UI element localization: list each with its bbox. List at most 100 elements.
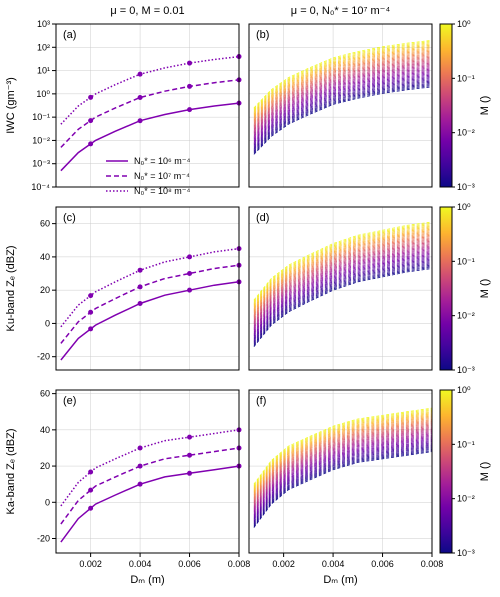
cbar-tick-label: 10⁻³ (457, 365, 475, 375)
series-marker (187, 471, 192, 476)
colorbar (440, 390, 452, 553)
m-curve (254, 241, 432, 319)
ytick-label: 10⁻³ (32, 159, 50, 169)
m-curve (254, 266, 432, 344)
m-curve (254, 257, 432, 335)
m-curve (254, 253, 432, 331)
series-marker (88, 118, 93, 123)
ytick-label: 10¹ (37, 66, 50, 76)
m-curve (254, 254, 432, 332)
ytick-label: 10³ (37, 19, 50, 29)
right-column-title: μ = 0, N₀* = 10⁷ m⁻⁴ (291, 5, 391, 17)
m-curve (254, 232, 432, 310)
ytick-label: -20 (37, 534, 50, 544)
ytick-label: -20 (37, 352, 50, 362)
panel-letter: (f) (256, 395, 266, 407)
m-curve (254, 261, 432, 339)
ytick-label: 60 (40, 219, 50, 229)
panel-letter: (e) (63, 395, 76, 407)
m-curve (254, 265, 432, 343)
xtick-label: 0.002 (272, 559, 295, 569)
cbar-tick-label: 10⁻² (457, 311, 475, 321)
m-curve (254, 240, 432, 318)
cbar-tick-label: 10⁻² (457, 494, 475, 504)
series-marker (187, 288, 192, 293)
legend-label: N₀* = 10⁸ m⁻⁴ (134, 186, 191, 196)
ytick-label: 0 (45, 497, 50, 507)
colorbar-label: M () (479, 96, 491, 116)
series-marker (88, 326, 93, 331)
colorbar (440, 24, 452, 187)
series-marker (88, 141, 93, 146)
m-curve (254, 228, 432, 306)
figure-svg: μ = 0, M = 0.01 μ = 0, N₀* = 10⁷ m⁻⁴ (a) 10… (0, 0, 500, 597)
cbar-tick-label: 10⁻³ (457, 548, 475, 558)
left-column-title: μ = 0, M = 0.01 (110, 5, 184, 17)
legend-label: N₀* = 10⁶ m⁻⁴ (134, 156, 190, 166)
series-marker (138, 445, 143, 450)
y-axis-label: Ka-band Zₑ (dBZ) (5, 428, 17, 514)
series-marker (187, 61, 192, 66)
panel-letter: (b) (256, 29, 269, 41)
y-axis-label: IWC (gm⁻³) (5, 77, 17, 134)
series-marker (187, 254, 192, 259)
xtick-label: 0.008 (228, 559, 251, 569)
m-curve (254, 260, 432, 338)
series-marker (88, 506, 93, 511)
m-curve (254, 248, 432, 326)
series-line (61, 430, 239, 506)
ytick-label: 10⁰ (36, 89, 50, 99)
ytick-label: 60 (40, 389, 50, 399)
series-marker (88, 470, 93, 475)
series-marker (88, 488, 93, 493)
m-curve (254, 236, 432, 314)
m-curve (254, 222, 432, 300)
series-marker (138, 482, 143, 487)
series-marker (138, 118, 143, 123)
panel-letter: (c) (63, 212, 76, 224)
colorbar-label: M () (479, 279, 491, 299)
m-curve (254, 227, 432, 305)
m-curve (254, 234, 432, 312)
ytick-label: 10⁻¹ (32, 112, 50, 122)
m-curve (254, 229, 432, 307)
cbar-tick-label: 10⁻¹ (457, 256, 475, 266)
y-axis-label: Ku-band Zₑ (dBZ) (5, 245, 17, 331)
series-marker (88, 293, 93, 298)
m-curve (254, 251, 432, 329)
legend-label: N₀* = 10⁷ m⁻⁴ (134, 171, 190, 181)
m-curve (254, 245, 432, 323)
ytick-label: 0 (45, 318, 50, 328)
xtick-label: 0.008 (421, 559, 444, 569)
series-marker (187, 84, 192, 89)
xtick-label: 0.006 (178, 559, 201, 569)
xtick-label: 0.002 (79, 559, 102, 569)
panel-letter: (a) (63, 29, 76, 41)
x-axis-label: Dₘ (m) (323, 574, 357, 586)
m-curve (254, 267, 432, 345)
m-curve (254, 263, 432, 341)
m-curve (254, 223, 432, 301)
series-line (61, 80, 239, 148)
ytick-label: 40 (40, 425, 50, 435)
ytick-label: 20 (40, 285, 50, 295)
series-line (61, 448, 239, 524)
series-marker (88, 95, 93, 100)
m-curve (254, 233, 432, 311)
panel-frame (56, 207, 239, 370)
ytick-label: 20 (40, 461, 50, 471)
x-axis-label: Dₘ (m) (130, 574, 164, 586)
m-curve (254, 264, 432, 342)
series-marker (187, 453, 192, 458)
ytick-label: 10⁻² (32, 135, 50, 145)
series-marker (138, 268, 143, 273)
series-line (61, 282, 239, 360)
series-marker (187, 107, 192, 112)
panel-frame (56, 390, 239, 553)
xtick-label: 0.004 (322, 559, 345, 569)
series-line (61, 249, 239, 327)
series-marker (138, 72, 143, 77)
m-curve (254, 259, 432, 337)
ytick-label: 10² (37, 42, 50, 52)
figure-root: μ = 0, M = 0.01 μ = 0, N₀* = 10⁷ m⁻⁴ (a) 10… (0, 0, 500, 597)
